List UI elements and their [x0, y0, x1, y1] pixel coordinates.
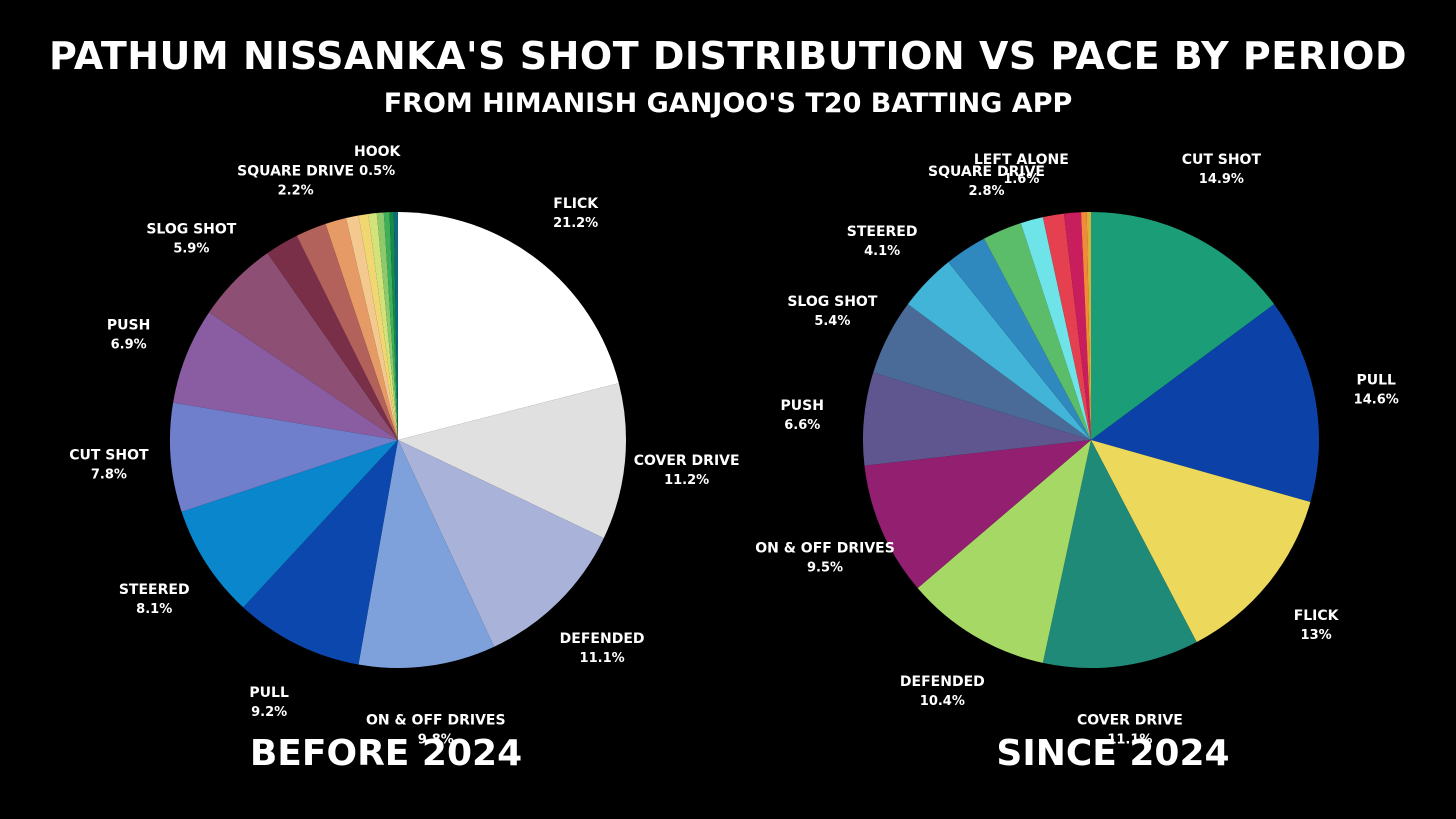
pie-slice-cut-shot — [169, 402, 398, 512]
slice-percent-cover-drive: 11.1% — [1107, 732, 1152, 747]
slice-percent-cut-shot: 14.9% — [1199, 172, 1244, 187]
slice-label-flick: FLICK — [1294, 608, 1340, 624]
pie-slice-pull — [243, 440, 398, 665]
slice-label-push: PUSH — [781, 398, 824, 414]
slice-percent-flick: 21.2% — [553, 216, 598, 231]
pie-slice-on-and-off-drives — [864, 440, 1091, 589]
pie-slice-unlabeled-13 — [358, 213, 398, 440]
pie-slice-unlabeled-13 — [1063, 212, 1091, 440]
pie-chart-before-2024: FLICK 21.2% COVER DRIVE 11.2% DEFENDED 11.1% O… — [69, 144, 739, 774]
slice-label-pull: PULL — [249, 685, 289, 701]
pie-slice-left-alone — [1020, 217, 1091, 440]
slice-percent-slog-shot: 5.9% — [173, 242, 209, 257]
pie-slice-cover-drive — [1042, 440, 1197, 668]
slice-percent-push: 6.6% — [784, 418, 820, 433]
pie-slice-cut-shot — [1091, 212, 1275, 440]
slice-label-square-drive: SQUARE DRIVE — [928, 164, 1045, 180]
slice-label-cover-drive: COVER DRIVE — [1077, 712, 1183, 728]
slice-label-push: PUSH — [107, 318, 150, 334]
pie-slice-push — [863, 372, 1091, 466]
pie-slice-defended — [917, 440, 1091, 663]
pie-slice-slog-shot — [209, 253, 398, 440]
pie-slice-flick — [1091, 440, 1311, 643]
pie-slice-flick — [398, 212, 619, 440]
slice-label-on-and-off-drives: ON & OFF DRIVES — [755, 541, 895, 557]
pie-slice-slog-shot — [873, 304, 1091, 440]
slice-label-flick: FLICK — [553, 196, 599, 212]
pie-slice-square-drive — [296, 223, 398, 440]
slice-percent-flick: 13% — [1301, 628, 1332, 643]
pie-slice-cover-drive — [398, 383, 626, 539]
slice-percent-steered: 4.1% — [864, 244, 900, 259]
slice-label-steered: STEERED — [847, 224, 918, 240]
pie-caption-since-2024: SINCE 2024 — [996, 733, 1229, 774]
pie-slice-unlabeled-11 — [325, 218, 398, 440]
slice-label-cut-shot: CUT SHOT — [1182, 152, 1262, 168]
chart-title: PATHUM NISSANKA'S SHOT DISTRIBUTION VS P… — [49, 34, 1407, 78]
slice-percent-cut-shot: 7.8% — [91, 468, 127, 483]
pie-slice-square-drive — [984, 223, 1091, 440]
slice-percent-square-drive: 2.2% — [278, 183, 314, 198]
pie-slice-unlabeled-12 — [1042, 213, 1091, 440]
pie-slice-pull — [1091, 304, 1319, 502]
slice-percent-on-and-off-drives: 9.5% — [807, 561, 843, 576]
slice-percent-push: 6.9% — [111, 338, 147, 353]
slice-percent-square-drive: 2.8% — [968, 184, 1004, 199]
pie-slice-unlabeled-9 — [948, 238, 1091, 440]
pie-slice-on-and-off-drives — [358, 440, 495, 668]
pie-slice-unlabeled-14 — [1081, 212, 1091, 440]
pie-chart-since-2024: CUT SHOT 14.9% PULL 14.6% FLICK 13% COVER DRIV… — [755, 152, 1399, 774]
slice-percent-left-alone: 1.6% — [1003, 172, 1039, 187]
slice-percent-defended: 10.4% — [920, 694, 965, 709]
slice-label-hook: HOOK — [354, 144, 402, 160]
slice-label-cut-shot: CUT SHOT — [69, 448, 149, 464]
slice-percent-steered: 8.1% — [136, 602, 172, 617]
slice-percent-pull: 14.6% — [1354, 393, 1399, 408]
slice-label-slog-shot: SLOG SHOT — [787, 294, 877, 310]
pie-slice-unlabeled-12 — [345, 215, 398, 440]
slice-percent-cover-drive: 11.2% — [664, 473, 709, 488]
slice-label-defended: DEFENDED — [900, 674, 985, 690]
pie-slice-unlabeled-15 — [1086, 212, 1091, 440]
pie-slice-defended — [398, 440, 604, 647]
pie-slice-unlabeled-18 — [393, 212, 398, 440]
pie-slice-steered — [907, 262, 1091, 440]
slice-label-slog-shot: SLOG SHOT — [146, 222, 236, 238]
pie-slice-unlabeled-16 — [383, 212, 398, 440]
chart-subtitle: FROM HIMANISH GANJOO'S T20 BATTING APP — [383, 88, 1073, 119]
pie-slice-steered — [181, 440, 398, 608]
pie-slice-hook — [376, 212, 398, 440]
slice-percent-slog-shot: 5.4% — [814, 314, 850, 329]
pie-slice-unlabeled-9 — [267, 235, 398, 440]
slice-label-square-drive: SQUARE DRIVE — [237, 163, 354, 179]
slice-label-cover-drive: COVER DRIVE — [634, 453, 740, 469]
pie-slice-unlabeled-14 — [368, 212, 398, 440]
slice-label-defended: DEFENDED — [560, 631, 645, 647]
slice-label-on-and-off-drives: ON & OFF DRIVES — [366, 713, 506, 729]
slice-label-left-alone: LEFT ALONE — [974, 152, 1069, 168]
slice-percent-hook: 0.5% — [359, 164, 395, 179]
slice-label-steered: STEERED — [119, 582, 190, 598]
slice-percent-pull: 9.2% — [251, 705, 287, 720]
pie-slice-unlabeled-17 — [389, 212, 398, 440]
slice-percent-defended: 11.1% — [580, 651, 625, 666]
pie-caption-before-2024: BEFORE 2024 — [250, 733, 522, 774]
slice-percent-on-and-off-drives: 9.8% — [418, 733, 454, 748]
slice-label-pull: PULL — [1356, 373, 1396, 389]
pie-slice-push — [173, 312, 398, 440]
